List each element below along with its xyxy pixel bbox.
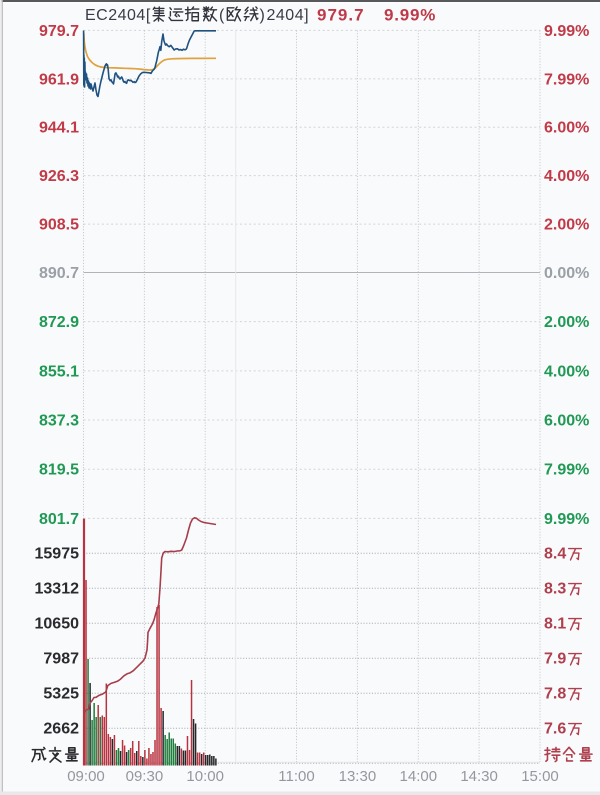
- svg-text:926.3: 926.3: [39, 168, 79, 185]
- svg-text:801.7: 801.7: [39, 511, 79, 528]
- svg-text:979.7: 979.7: [39, 23, 79, 40]
- svg-text:15975: 15975: [35, 546, 80, 563]
- svg-text:9.99%: 9.99%: [544, 511, 589, 528]
- svg-text:8.4: 8.4: [544, 546, 566, 563]
- svg-text:9.99%: 9.99%: [384, 6, 436, 25]
- svg-text:6.00%: 6.00%: [544, 120, 589, 137]
- svg-text:6.00%: 6.00%: [544, 413, 589, 430]
- svg-text:9.99%: 9.99%: [544, 23, 589, 40]
- svg-text:14:00: 14:00: [400, 768, 438, 785]
- svg-text:13:30: 13:30: [339, 768, 377, 785]
- svg-text:09:30: 09:30: [126, 768, 164, 785]
- svg-text:908.5: 908.5: [39, 217, 79, 234]
- svg-text:2.00%: 2.00%: [544, 314, 589, 331]
- svg-text:7.99%: 7.99%: [544, 71, 589, 88]
- svg-text:7987: 7987: [43, 651, 79, 668]
- svg-text:2662: 2662: [43, 721, 79, 738]
- svg-text:EC2404[: EC2404[: [85, 7, 151, 24]
- svg-text:2404]: 2404]: [267, 7, 310, 24]
- svg-text:14:30: 14:30: [460, 768, 498, 785]
- svg-text:819.5: 819.5: [39, 462, 79, 479]
- svg-text:837.3: 837.3: [39, 413, 79, 430]
- svg-text:13312: 13312: [35, 581, 80, 598]
- svg-text:8.1: 8.1: [544, 616, 566, 633]
- svg-text:10:00: 10:00: [186, 768, 224, 785]
- svg-text:11:00: 11:00: [278, 768, 314, 785]
- svg-text:): ): [260, 7, 265, 24]
- svg-text:15:00: 15:00: [521, 768, 559, 785]
- svg-text:10650: 10650: [35, 616, 80, 633]
- svg-text:890.7: 890.7: [39, 265, 79, 282]
- svg-text:7.99%: 7.99%: [544, 462, 589, 479]
- svg-text:4.00%: 4.00%: [544, 363, 589, 380]
- svg-text:7.6: 7.6: [544, 721, 566, 738]
- svg-text:944.1: 944.1: [39, 120, 79, 137]
- svg-text:(: (: [219, 7, 225, 24]
- svg-text:855.1: 855.1: [39, 363, 79, 380]
- svg-text:4.00%: 4.00%: [544, 168, 589, 185]
- svg-text:2.00%: 2.00%: [544, 217, 589, 234]
- svg-text:8.3: 8.3: [544, 581, 566, 598]
- svg-text:5325: 5325: [43, 686, 79, 703]
- svg-text:7.9: 7.9: [544, 651, 566, 668]
- svg-text:872.9: 872.9: [39, 314, 79, 331]
- svg-text:7.8: 7.8: [544, 686, 566, 703]
- svg-text:961.9: 961.9: [39, 71, 79, 88]
- svg-text:09:00: 09:00: [67, 768, 105, 785]
- svg-text:979.7: 979.7: [317, 6, 365, 25]
- svg-text:0.00%: 0.00%: [544, 265, 589, 282]
